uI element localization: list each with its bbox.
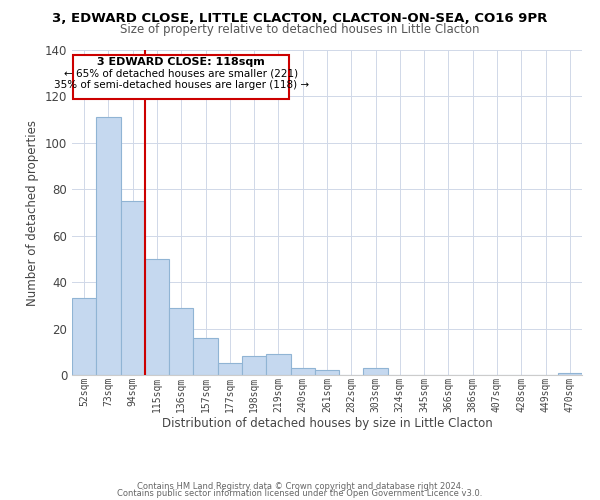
Bar	[315, 370, 339, 375]
Bar	[169, 308, 193, 375]
Bar	[121, 201, 145, 375]
Bar	[242, 356, 266, 375]
Bar	[266, 354, 290, 375]
Bar	[145, 259, 169, 375]
Y-axis label: Number of detached properties: Number of detached properties	[26, 120, 39, 306]
Text: Contains public sector information licensed under the Open Government Licence v3: Contains public sector information licen…	[118, 490, 482, 498]
Bar	[364, 368, 388, 375]
Bar	[290, 368, 315, 375]
Text: ← 65% of detached houses are smaller (221): ← 65% of detached houses are smaller (22…	[64, 68, 298, 78]
Text: 35% of semi-detached houses are larger (118) →: 35% of semi-detached houses are larger (…	[54, 80, 309, 90]
Bar	[193, 338, 218, 375]
Text: Size of property relative to detached houses in Little Clacton: Size of property relative to detached ho…	[120, 22, 480, 36]
X-axis label: Distribution of detached houses by size in Little Clacton: Distribution of detached houses by size …	[161, 417, 493, 430]
Text: Contains HM Land Registry data © Crown copyright and database right 2024.: Contains HM Land Registry data © Crown c…	[137, 482, 463, 491]
Bar	[218, 364, 242, 375]
Text: 3 EDWARD CLOSE: 118sqm: 3 EDWARD CLOSE: 118sqm	[97, 56, 265, 66]
Bar	[96, 118, 121, 375]
Bar	[72, 298, 96, 375]
FancyBboxPatch shape	[73, 54, 289, 99]
Bar	[558, 372, 582, 375]
Text: 3, EDWARD CLOSE, LITTLE CLACTON, CLACTON-ON-SEA, CO16 9PR: 3, EDWARD CLOSE, LITTLE CLACTON, CLACTON…	[52, 12, 548, 26]
